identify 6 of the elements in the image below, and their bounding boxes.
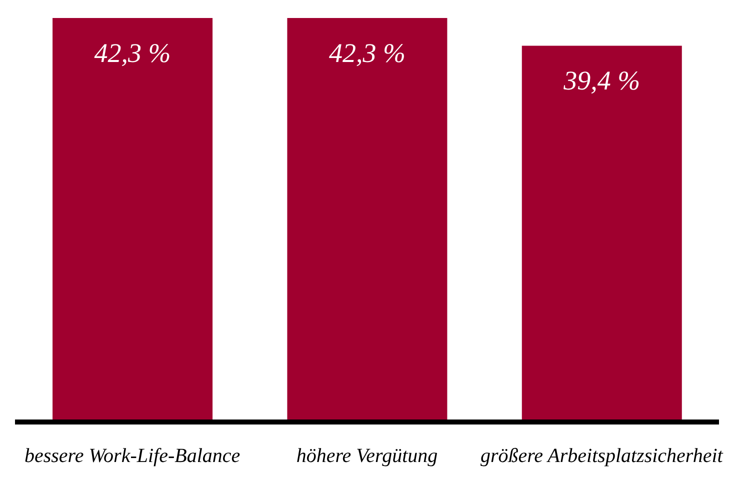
data-label: 42,3 % (94, 38, 171, 68)
x-tick-label: höhere Vergütung (296, 445, 438, 468)
x-tick-label: größere Arbeitsplatzsicherheit (480, 445, 724, 468)
data-label: 39,4 % (562, 66, 640, 96)
x-tick-label: bessere Work-Life-Balance (24, 445, 240, 468)
data-label: 42,3 % (328, 38, 406, 68)
